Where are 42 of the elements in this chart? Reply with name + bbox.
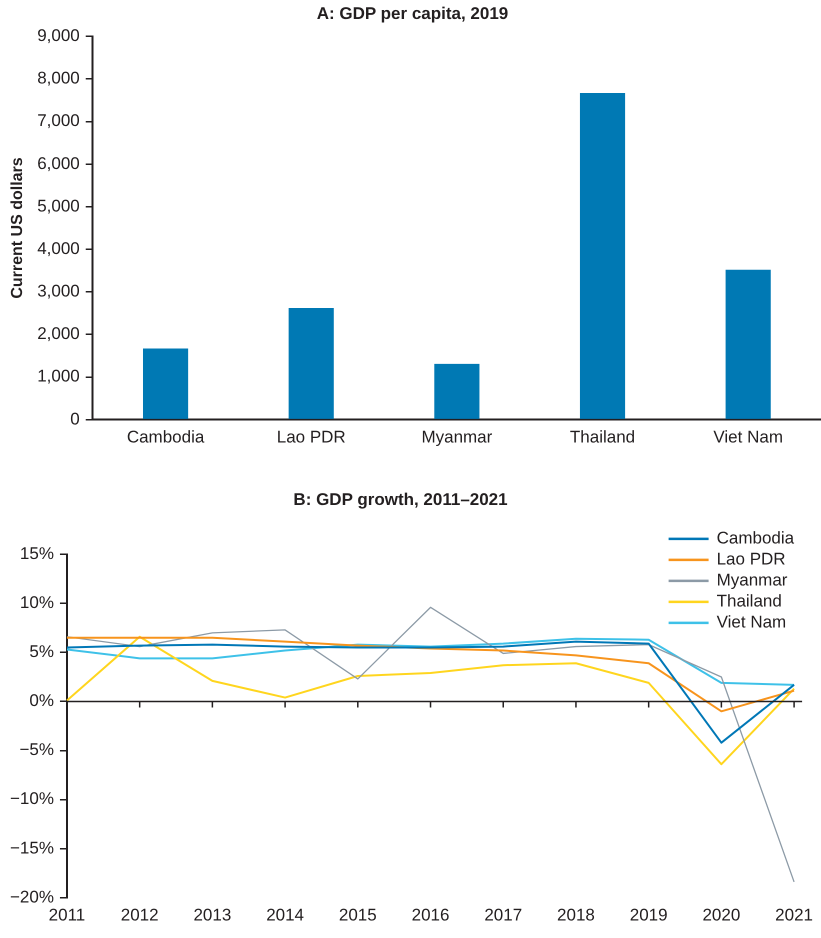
y-tick-label: −20% (10, 887, 54, 906)
x-tick-label: Myanmar (421, 427, 493, 446)
x-tick-label: 2018 (557, 905, 595, 924)
x-tick-label: 2017 (484, 905, 522, 924)
x-tick-label: 2014 (266, 905, 304, 924)
y-tick-label: −5% (19, 740, 54, 760)
x-tick-label: 2020 (702, 905, 740, 924)
x-tick-label: Thailand (570, 427, 636, 446)
y-tick-label: 0% (29, 691, 54, 710)
x-tick-label: Cambodia (126, 427, 205, 446)
y-tick-label: −10% (10, 789, 54, 808)
x-tick-label: 2015 (338, 905, 377, 924)
x-tick-label: Lao PDR (276, 427, 346, 446)
y-tick-label: 4,000 (37, 238, 80, 258)
x-tick-label: Viet Nam (713, 427, 783, 446)
y-tick-label: 5% (29, 642, 54, 662)
legend-label: Cambodia (716, 528, 795, 548)
x-tick-label: 2013 (193, 905, 232, 924)
y-tick-label: 2,000 (37, 324, 80, 344)
legend-label: Thailand (716, 592, 782, 611)
y-tick-label: −15% (10, 838, 54, 858)
y-tick-label: 3,000 (37, 282, 80, 301)
x-tick-label: 2012 (120, 905, 159, 924)
y-tick-label: 1,000 (37, 366, 80, 386)
x-tick-label: 2011 (48, 905, 86, 924)
chart-title: B: GDP growth, 2011–2021 (293, 490, 508, 509)
legend-label: Viet Nam (716, 612, 786, 632)
y-axis-title: Current US dollars (9, 157, 26, 299)
y-tick-label: 10% (20, 593, 54, 612)
x-tick-label: 2021 (775, 905, 814, 924)
legend-label: Lao PDR (716, 550, 786, 569)
x-tick-label: 2019 (630, 905, 668, 924)
y-tick-label: 15% (20, 544, 54, 564)
y-tick-label: 9,000 (37, 26, 80, 46)
y-tick-label: 0 (70, 409, 80, 428)
chart-title: A: GDP per capita, 2019 (316, 4, 508, 23)
legend-label: Myanmar (716, 570, 788, 590)
y-tick-label: 5,000 (37, 196, 80, 216)
y-tick-label: 6,000 (37, 154, 80, 173)
x-tick-label: 2016 (412, 905, 450, 924)
y-tick-label: 7,000 (37, 111, 80, 130)
y-tick-label: 8,000 (37, 68, 80, 88)
